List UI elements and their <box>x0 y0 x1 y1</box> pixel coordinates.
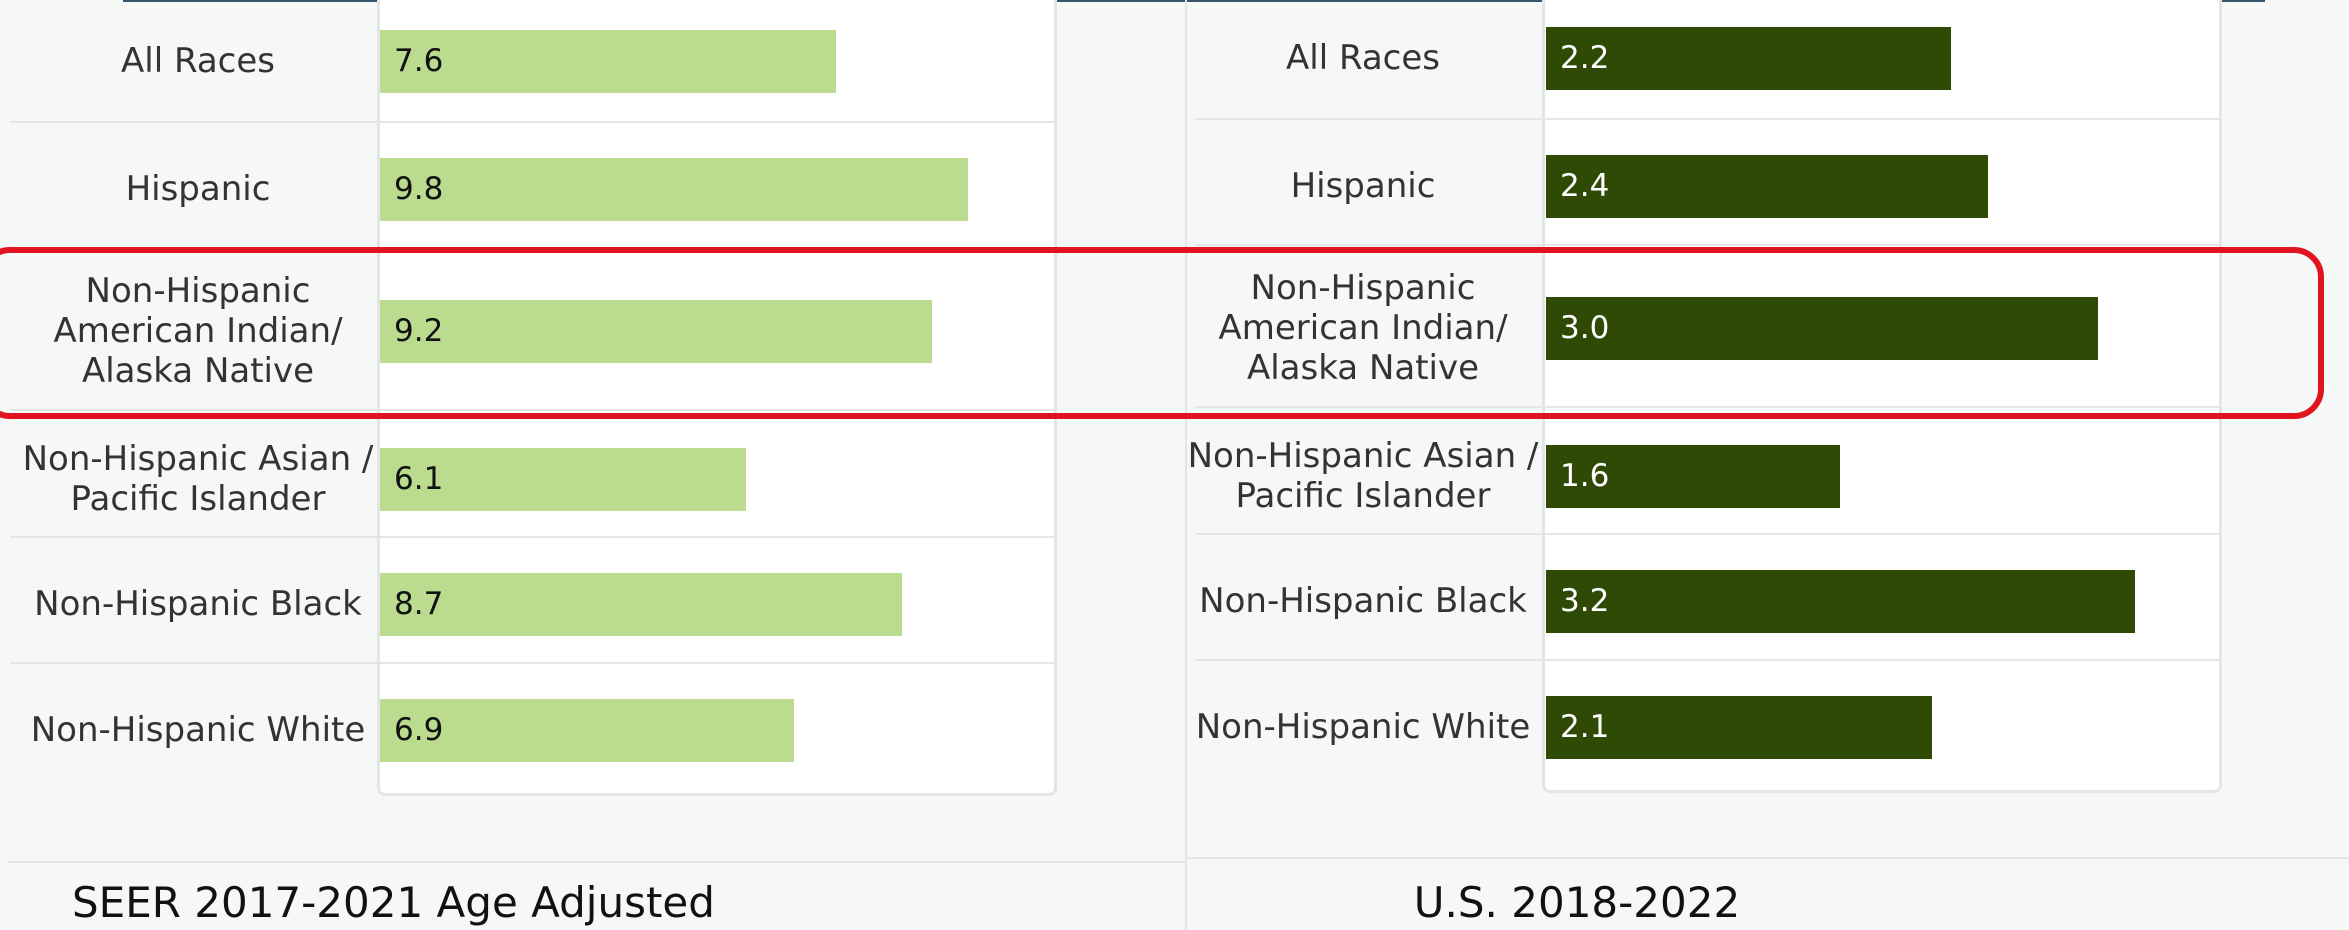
bar <box>1546 445 1841 508</box>
category-label: Non-Hispanic Black <box>34 584 362 624</box>
category-label: Non-Hispanic Asian / Pacific Islander <box>1187 436 1539 516</box>
value-label: 6.9 <box>394 712 444 748</box>
caption: SEER 2017-2021 Age Adjusted <box>72 878 715 927</box>
row-separator <box>1195 659 2220 661</box>
row-separator <box>10 662 1055 664</box>
divider <box>1185 0 1187 930</box>
value-label: 6.1 <box>394 461 444 497</box>
value-label: 3.0 <box>1560 310 1610 346</box>
value-label: 2.2 <box>1560 40 1610 76</box>
bar <box>380 699 794 762</box>
row-separator <box>1195 406 2220 408</box>
value-label: 9.8 <box>394 171 444 207</box>
category-label: Non-Hispanic White <box>1195 707 1531 747</box>
bar <box>1546 27 1951 90</box>
footer-line <box>8 861 1185 863</box>
bar <box>1546 155 1988 218</box>
caption: U.S. 2018-2022 <box>1413 878 1741 927</box>
category-label: Hispanic <box>1290 166 1436 206</box>
category-label: Non-Hispanic American Indian/ Alaska Nat… <box>1218 268 1508 388</box>
category-label: Non-Hispanic American Indian/ Alaska Nat… <box>53 271 343 391</box>
value-label: 2.1 <box>1560 709 1610 745</box>
value-label: 9.2 <box>394 313 444 349</box>
row-separator <box>1195 118 2220 120</box>
top-border <box>123 0 2265 2</box>
category-label: All Races <box>121 41 275 81</box>
highlight-box <box>0 247 2324 419</box>
row-separator <box>10 409 1055 411</box>
bar <box>380 573 902 636</box>
row-separator <box>10 121 1055 123</box>
bar <box>1546 696 1933 759</box>
value-label: 8.7 <box>394 586 444 622</box>
bar <box>1546 570 2135 633</box>
category-label: All Races <box>1286 38 1440 78</box>
category-label: Hispanic <box>125 169 271 209</box>
value-label: 7.6 <box>394 43 444 79</box>
category-label: Non-Hispanic Asian / Pacific Islander <box>22 439 374 519</box>
footer-line <box>1187 857 2349 859</box>
value-label: 2.4 <box>1560 168 1610 204</box>
bar <box>1546 297 2098 360</box>
row-separator <box>1195 244 2220 246</box>
row-separator <box>10 536 1055 538</box>
row-separator <box>1195 533 2220 535</box>
category-label: Non-Hispanic Black <box>1199 581 1527 621</box>
value-label: 3.2 <box>1560 583 1610 619</box>
bar <box>380 448 746 511</box>
bar <box>380 158 968 221</box>
category-label: Non-Hispanic White <box>30 710 366 750</box>
bar <box>380 300 932 363</box>
bar <box>380 30 836 93</box>
value-label: 1.6 <box>1560 458 1610 494</box>
